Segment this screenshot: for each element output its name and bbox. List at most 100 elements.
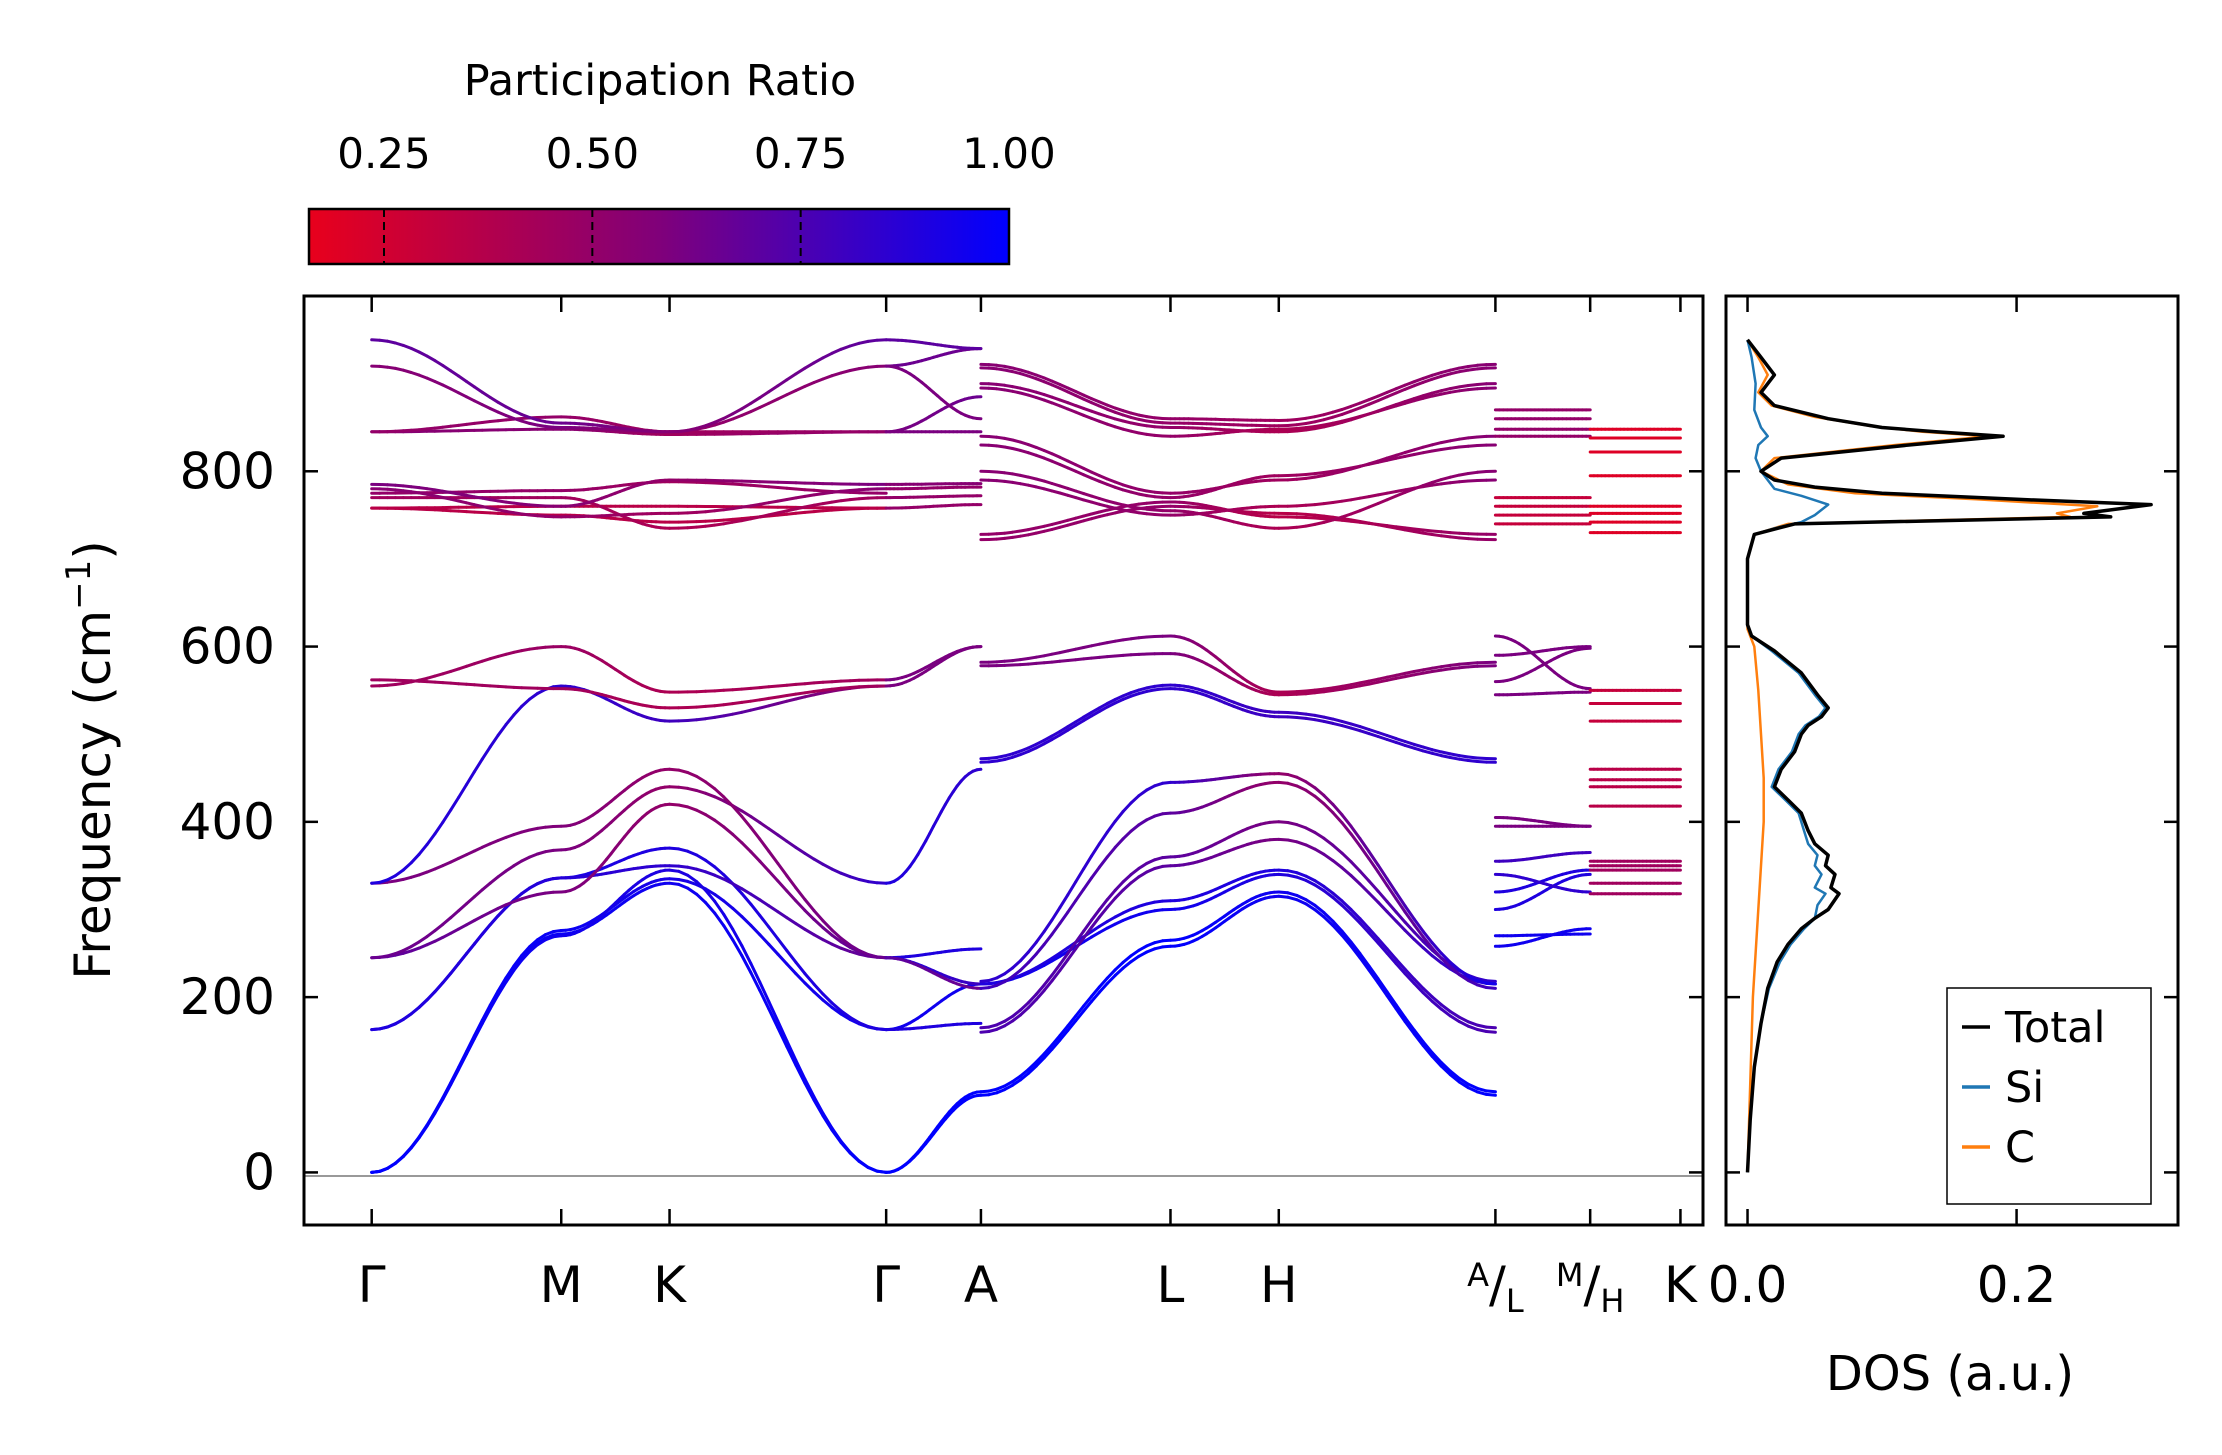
band-curve-segment	[1475, 1023, 1488, 1029]
band-curve-segment	[704, 509, 717, 514]
band-curve-segment	[1331, 717, 1344, 723]
band-curve-segment	[1322, 415, 1335, 422]
band-curve	[668, 480, 888, 495]
band-curve-segment	[1313, 883, 1326, 893]
band-curve-segment	[1484, 1025, 1497, 1030]
band-curve-segment	[1340, 866, 1353, 877]
band-curve-segment	[821, 490, 834, 496]
band-curve-segment	[1322, 472, 1335, 477]
band-curve-segment	[713, 899, 726, 916]
band-curve-segment	[1277, 894, 1290, 899]
band-curve-segment	[488, 989, 500, 1007]
band-curve-segment	[1403, 397, 1416, 403]
band-curve-segment	[409, 1005, 421, 1016]
band-curve-segment	[1105, 973, 1117, 985]
band-curve-segment	[1367, 677, 1380, 683]
band-curve-segment	[731, 927, 744, 948]
band-curve-segment	[1376, 731, 1389, 737]
band-curve-segment	[1421, 1040, 1434, 1055]
band-curve-segment	[1295, 503, 1308, 508]
band-curve	[1493, 646, 1592, 684]
band-curve-segment	[1003, 1080, 1014, 1088]
band-curve-segment	[1097, 982, 1109, 994]
band-curve-segment	[713, 688, 726, 693]
band-curve-segment	[749, 706, 762, 712]
band-curve-segment	[785, 1039, 798, 1062]
band-curve-segment	[1322, 911, 1335, 923]
band-curve-segment	[441, 808, 453, 824]
band-curve-segment	[812, 492, 825, 497]
band-curve-segment	[401, 1012, 413, 1021]
band-curve-segment	[1074, 719, 1086, 727]
band-curve-segment	[1322, 686, 1335, 691]
band-curve-segment	[1466, 435, 1479, 440]
band-curve-segment	[1457, 531, 1470, 536]
band-curve-segment	[1403, 743, 1416, 750]
band-curve-segment	[1376, 889, 1389, 904]
band-curve-segment	[1448, 1014, 1461, 1024]
band-curve-segment	[704, 780, 717, 791]
band-curve-segment	[1066, 1019, 1078, 1032]
band-curve	[1277, 664, 1497, 697]
band-curve-segment	[393, 868, 405, 878]
band-curve	[559, 864, 671, 880]
band-curve-segment	[1304, 788, 1317, 798]
band-curve-segment	[1331, 859, 1344, 870]
band-curve-segment	[1121, 954, 1133, 964]
band-curve-segment	[830, 942, 843, 950]
band-curve-segment	[695, 880, 708, 892]
band-curve-segment	[740, 841, 753, 854]
band-curve-segment	[848, 943, 861, 952]
band-curve	[1277, 382, 1497, 434]
band-curve-segment	[1129, 823, 1141, 833]
band-curve-segment	[1304, 522, 1317, 528]
band-curve-segment	[1367, 394, 1380, 402]
band-curve-segment	[1050, 921, 1062, 936]
band-curve-segment	[1105, 915, 1117, 923]
band-curve-segment	[1430, 533, 1443, 538]
band-curve	[370, 645, 563, 688]
band-curve-segment	[1412, 923, 1425, 939]
band-curve-segment	[1304, 878, 1317, 887]
band-curve-segment	[409, 940, 421, 949]
band-curve-segment	[1313, 713, 1326, 719]
band-curve-segment	[758, 401, 771, 409]
band-curve-segment	[695, 717, 708, 722]
band-curve-segment	[1034, 961, 1046, 970]
band-curve-segment	[1058, 950, 1070, 958]
band-curve-segment	[1331, 811, 1344, 825]
band-curve-segment	[1367, 409, 1380, 416]
band-curve-segment	[794, 846, 807, 855]
band-curve-segment	[839, 871, 852, 879]
band-curve-segment	[722, 507, 735, 512]
band-curve-segment	[740, 915, 753, 927]
band-curve-segment	[722, 702, 735, 707]
band-curve-segment	[1074, 887, 1086, 903]
band-curve-segment	[776, 952, 789, 966]
band-curve-segment	[1058, 952, 1070, 966]
band-curve-segment	[776, 862, 789, 878]
band-curve	[979, 366, 1172, 425]
band-curve-segment	[1412, 930, 1425, 943]
band-curve	[559, 427, 671, 436]
band-curve-segment	[1475, 366, 1488, 371]
band-curve-segment	[1457, 1080, 1470, 1090]
band-curve-segment	[704, 704, 717, 708]
band-curve	[559, 645, 671, 694]
band-curve-segment	[731, 710, 744, 716]
band-curve-segment	[1066, 940, 1078, 955]
band-curve-segment	[1121, 829, 1133, 841]
band-curve-segment	[1439, 1007, 1452, 1018]
band-curve-segment	[1331, 412, 1344, 419]
band-curve-segment	[1376, 977, 1389, 994]
band-curve-segment	[722, 417, 735, 424]
band-curve-segment	[803, 690, 816, 695]
band-curve-segment	[1484, 1089, 1497, 1094]
band-curve-segment	[1439, 387, 1452, 393]
band-curve-segment	[488, 733, 500, 749]
band-curve-segment	[1050, 954, 1062, 963]
band-curve-segment	[1090, 931, 1101, 939]
band-curve-segment	[1042, 956, 1054, 965]
band-curve-segment	[1457, 1076, 1470, 1086]
band-curve-segment	[496, 723, 508, 737]
